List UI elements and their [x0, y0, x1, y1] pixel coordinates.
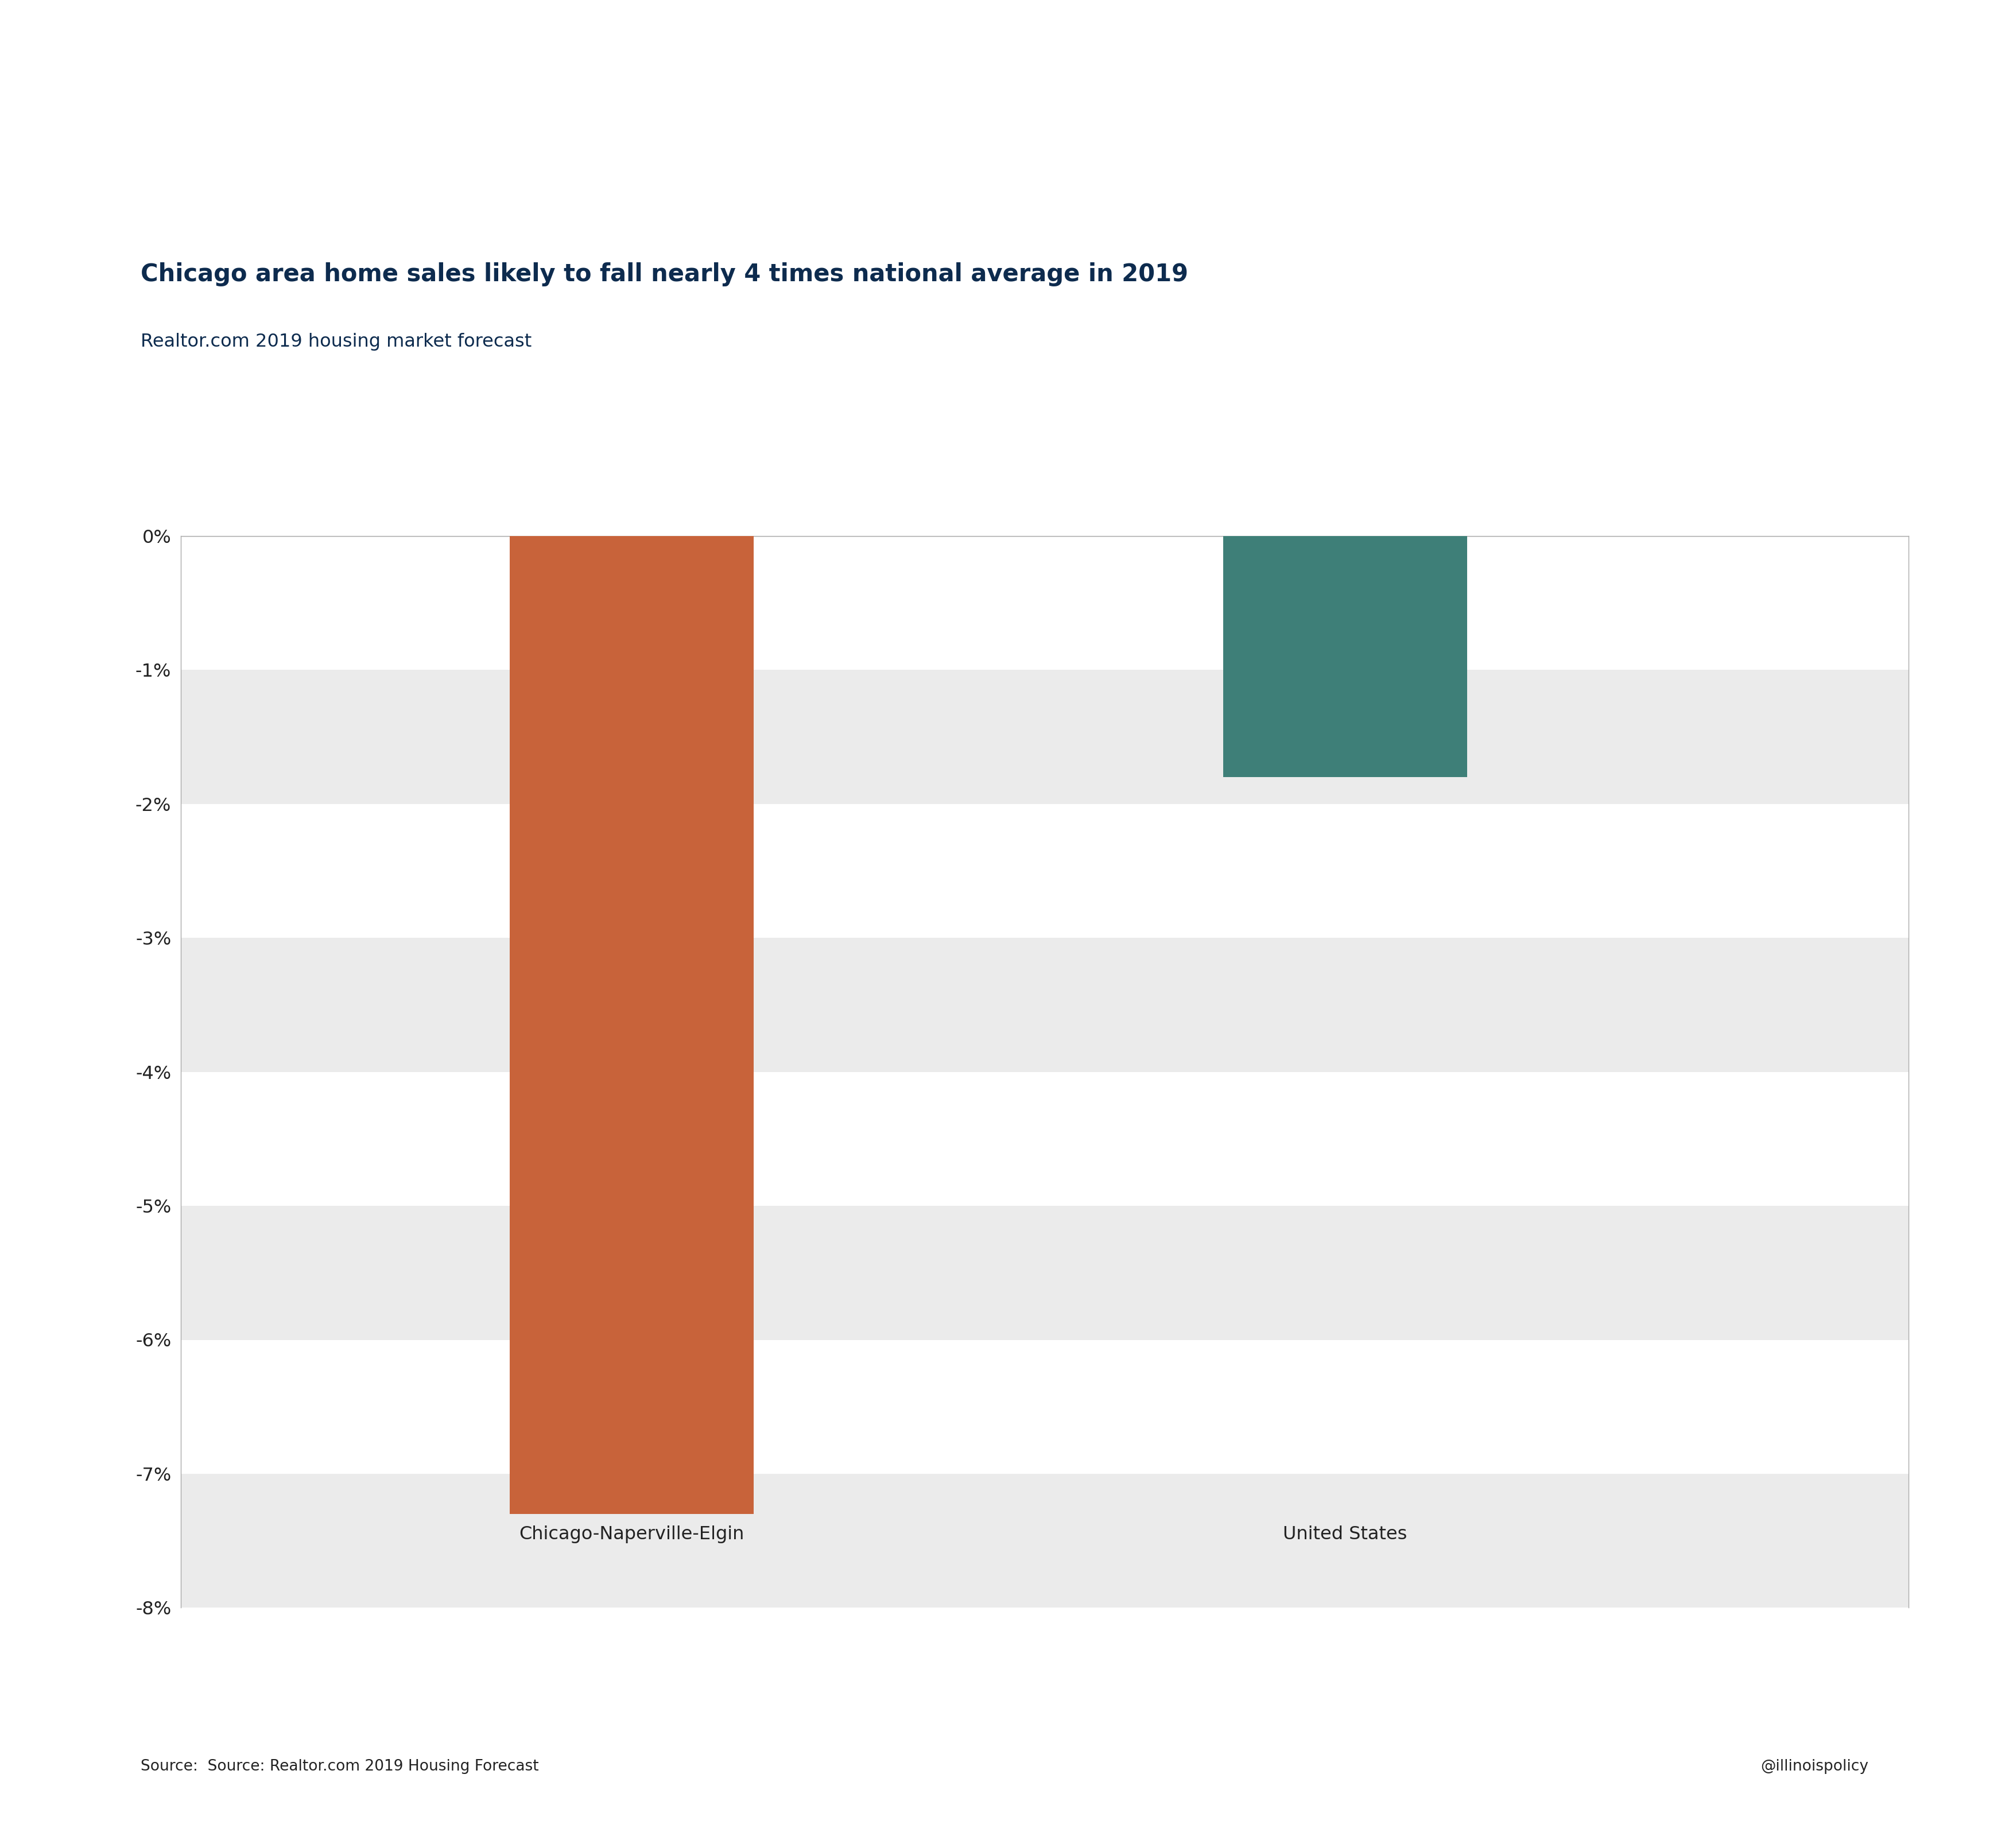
- Text: United States: United States: [1284, 1526, 1406, 1543]
- Bar: [181, 1475, 1909, 1608]
- Text: Realtor.com 2019 housing market forecast: Realtor.com 2019 housing market forecast: [141, 333, 532, 351]
- Text: Chicago-Naperville-Elgin: Chicago-Naperville-Elgin: [518, 1526, 743, 1543]
- Bar: [1223, 536, 1467, 776]
- Bar: [181, 1072, 1909, 1205]
- Text: @illinoispolicy: @illinoispolicy: [1760, 1759, 1868, 1774]
- Bar: [181, 1205, 1909, 1340]
- Bar: [181, 1340, 1909, 1475]
- Text: Source:  Source: Realtor.com 2019 Housing Forecast: Source: Source: Realtor.com 2019 Housing…: [141, 1759, 538, 1774]
- Bar: [510, 536, 753, 1514]
- Bar: [181, 939, 1909, 1072]
- Bar: [181, 671, 1909, 804]
- Bar: [181, 804, 1909, 937]
- Text: Chicago area home sales likely to fall nearly 4 times national average in 2019: Chicago area home sales likely to fall n…: [141, 262, 1187, 286]
- Bar: [181, 536, 1909, 669]
